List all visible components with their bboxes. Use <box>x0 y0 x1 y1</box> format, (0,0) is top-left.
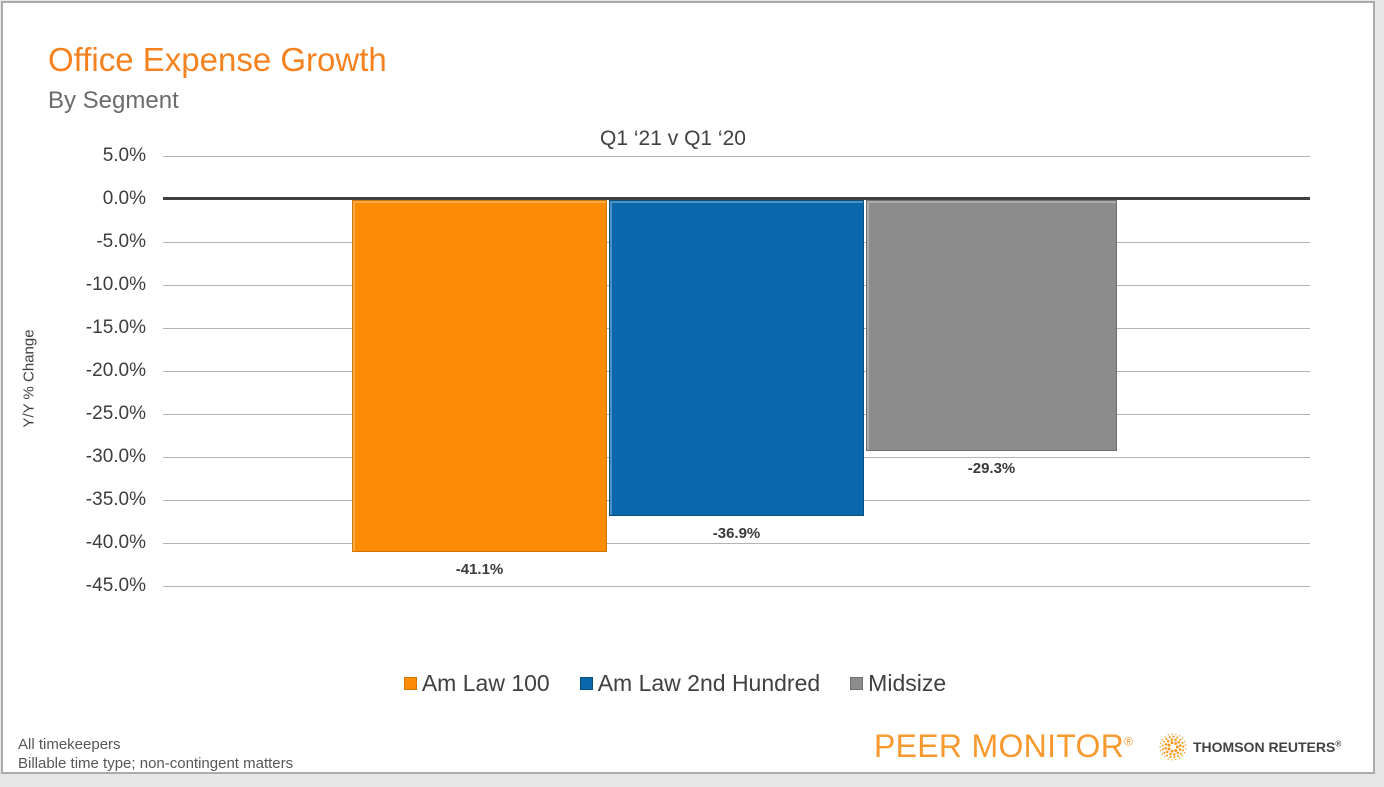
footer-note-line2: Billable time type; non-contingent matte… <box>18 755 294 772</box>
y-tick-label: -45.0% <box>85 575 146 596</box>
legend-item-midsize: Midsize <box>850 670 946 697</box>
thomson-reuters-logo-icon <box>1159 733 1187 761</box>
chart-title: Q1 ‘21 v Q1 ‘20 <box>600 127 746 150</box>
bar-value-label: -36.9% <box>712 525 761 542</box>
peer-monitor-logo: PEER MONITOR® <box>874 728 1133 764</box>
gridline <box>163 586 1310 587</box>
y-tick-label: -5.0% <box>96 231 146 252</box>
registered-mark: ® <box>1335 739 1342 749</box>
bar-am-law-100 <box>352 200 607 552</box>
bar-am-law-2nd-hundred <box>609 200 864 516</box>
thomson-reuters-brand: THOMSON REUTERS® <box>1159 733 1341 761</box>
thomson-reuters-wordmark: THOMSON REUTERS® <box>1193 739 1342 755</box>
legend-swatch-icon <box>850 677 864 690</box>
footer-note-line1: All timekeepers <box>18 736 121 753</box>
y-tick-label: -15.0% <box>85 317 146 338</box>
bar-value-label: -41.1% <box>455 561 504 578</box>
x-axis-zero-line <box>163 197 1310 200</box>
legend-swatch-icon <box>403 677 417 690</box>
bar-value-label: -29.3% <box>967 460 1016 477</box>
y-tick-label: 5.0% <box>102 145 146 166</box>
y-tick-label: 0.0% <box>102 188 146 209</box>
y-tick-label: -30.0% <box>85 446 146 467</box>
legend-swatch-icon <box>579 677 593 690</box>
legend-label: Am Law 100 <box>421 670 550 696</box>
gridline <box>163 156 1310 157</box>
registered-mark: ® <box>1124 734 1133 749</box>
y-tick-label: -10.0% <box>85 274 146 295</box>
legend-label: Midsize <box>868 670 947 696</box>
gridline <box>163 543 1310 544</box>
page-title: Office Expense Growth <box>48 41 387 78</box>
page-subtitle: By Segment <box>48 87 179 114</box>
bar-midsize <box>866 200 1117 451</box>
y-tick-label: -40.0% <box>85 532 146 553</box>
footer-notes: All timekeepers Billable time type; non-… <box>18 735 293 773</box>
y-tick-label: -20.0% <box>85 360 146 381</box>
legend-item-am-law-2nd-hundred: Am Law 2nd Hundred <box>579 670 821 697</box>
y-tick-label: -35.0% <box>85 489 146 510</box>
legend-item-am-law-100: Am Law 100 <box>403 670 550 697</box>
legend-label: Am Law 2nd Hundred <box>597 670 821 696</box>
chart-legend: Am Law 100 Am Law 2nd Hundred Midsize <box>0 670 1350 697</box>
y-tick-label: -25.0% <box>85 403 146 424</box>
